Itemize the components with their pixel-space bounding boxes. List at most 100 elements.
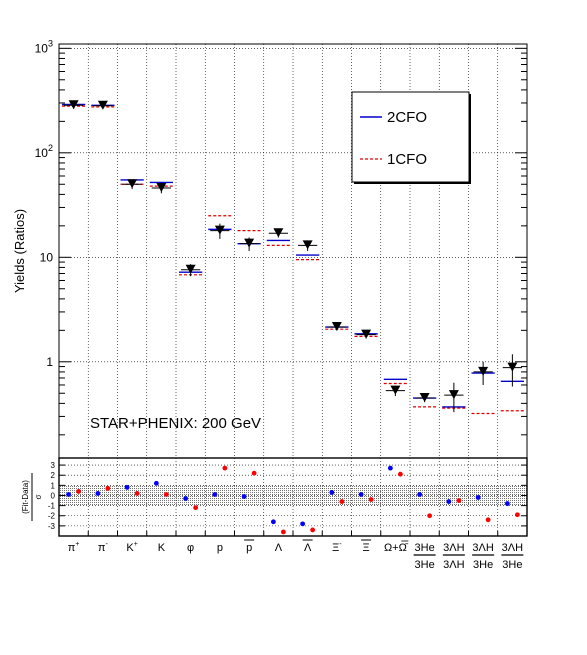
- data-point: [302, 240, 313, 250]
- data-point: [68, 100, 79, 110]
- residual-1cfo-point: [397, 471, 403, 477]
- x-category-label: p: [217, 542, 223, 554]
- x-tick-label-num: 3He: [415, 542, 435, 554]
- y-tick-label: -3: [48, 522, 56, 531]
- residual-2cfo-point: [387, 465, 393, 471]
- y-tick-label: 2: [51, 471, 56, 480]
- x-tick-label: π+: [68, 541, 80, 554]
- y-tick-label: -1: [48, 502, 56, 511]
- y-tick-label: 103: [35, 38, 53, 55]
- data-point: [507, 362, 518, 372]
- x-category-label: Ξ-: [332, 541, 342, 554]
- x-tick-label-den: 3He: [473, 559, 493, 571]
- residual-2cfo-point: [475, 495, 481, 500]
- x-tick-label: Ω+Ω̄: [384, 542, 409, 554]
- residual-1cfo-point: [251, 470, 257, 476]
- x-tick-label: π-: [98, 541, 109, 554]
- x-tick-label: K: [158, 542, 166, 554]
- x-category-label: π-: [98, 541, 109, 554]
- legend-1cfo-label: 1CFO: [387, 151, 427, 168]
- residual-1cfo-point: [76, 489, 82, 494]
- data-point: [361, 329, 372, 339]
- x-tick-label-num: 3ΛH: [443, 542, 464, 554]
- residual-1cfo-point: [485, 517, 491, 523]
- residual-2cfo-point: [446, 499, 452, 504]
- residual-y-title: (Fit-Data) σ: [21, 473, 43, 521]
- x-tick-label-num: 3ΛH: [502, 542, 523, 554]
- x-tick-label: p: [246, 542, 252, 554]
- residual-1cfo-point: [193, 505, 199, 511]
- data-point: [185, 264, 196, 274]
- data-point: [390, 385, 401, 395]
- x-category-label: Ω+Ω̄: [384, 540, 409, 554]
- residual-2cfo-point: [212, 492, 218, 497]
- residual-2cfo-point: [504, 501, 510, 506]
- x-category-label: Λ: [275, 542, 283, 554]
- residual-1cfo-point: [339, 499, 345, 504]
- residual-1cfo-point: [456, 498, 462, 503]
- residual-y-title-den: σ: [34, 494, 43, 499]
- data-point: [214, 225, 225, 235]
- y-tick-label: 3: [51, 461, 56, 470]
- data-point: [331, 322, 342, 332]
- x-tick-label: Λ: [304, 542, 312, 554]
- data-point: [478, 366, 489, 376]
- data-point: [419, 393, 430, 403]
- residual-2cfo-point: [66, 492, 72, 497]
- x-tick-label: Λ: [275, 542, 283, 554]
- data-point: [244, 238, 255, 248]
- y-axis-title: Yields (Ratios): [12, 209, 27, 293]
- residual-1cfo-point: [280, 529, 286, 535]
- x-category-label: π+: [68, 541, 80, 554]
- x-tick-label: p: [217, 542, 223, 554]
- data-point: [156, 183, 167, 193]
- x-tick-label-den: 3He: [415, 559, 435, 571]
- x-category-label: Λ: [302, 539, 313, 554]
- residual-2cfo-point: [183, 496, 189, 501]
- residual-2cfo-point: [270, 519, 276, 525]
- residual-2cfo-point: [124, 484, 130, 490]
- residual-1cfo-point: [368, 497, 374, 502]
- yields-panel: 1 10 102 103 Yields (Ratios) 2CFO 1CFO STAR+PHE…: [12, 38, 528, 459]
- residual-1cfo-point: [222, 465, 228, 471]
- x-tick-label: Ξ-: [332, 541, 342, 554]
- data-point: [127, 179, 138, 189]
- residual-y-title-num: (Fit-Data): [21, 480, 30, 514]
- residual-2cfo-point: [417, 492, 423, 497]
- x-tick-label: φ: [187, 542, 194, 554]
- x-category-label: K: [158, 542, 166, 554]
- residual-2cfo-point: [358, 492, 364, 497]
- residual-1cfo-point: [427, 513, 433, 519]
- y-tick-label: 0: [51, 491, 56, 500]
- data-point: [97, 100, 108, 110]
- x-tick-label-den: 3He: [502, 559, 522, 571]
- x-category-label: Ξ: [361, 539, 372, 554]
- data-point: [448, 390, 459, 400]
- legend-2cfo-label: 2CFO: [387, 109, 427, 126]
- residual-2cfo-point: [95, 491, 101, 496]
- y-tick-label: 102: [35, 143, 53, 160]
- x-category-label: p: [244, 539, 255, 554]
- residual-2cfo-point: [329, 490, 335, 495]
- y-tick-label: 1: [51, 481, 56, 490]
- energy-annotation: STAR+PHENIX: 200 GeV: [90, 415, 261, 432]
- x-tick-label-num: 3ΛH: [472, 542, 493, 554]
- residual-2cfo-point: [300, 521, 306, 527]
- x-tick-label: Ξ: [363, 542, 370, 554]
- residual-2cfo-point: [241, 494, 247, 499]
- x-category-label: K+: [126, 541, 137, 554]
- y-tick-label: 10: [40, 250, 54, 264]
- x-category-label: φ: [187, 542, 194, 554]
- residual-2cfo-point: [153, 480, 159, 486]
- x-tick-label: K+: [126, 541, 137, 554]
- residual-1cfo-point: [134, 491, 140, 496]
- residual-1cfo-point: [105, 485, 111, 491]
- x-tick-label-den: 3ΛH: [443, 559, 464, 571]
- y-tick-label: -2: [48, 512, 56, 521]
